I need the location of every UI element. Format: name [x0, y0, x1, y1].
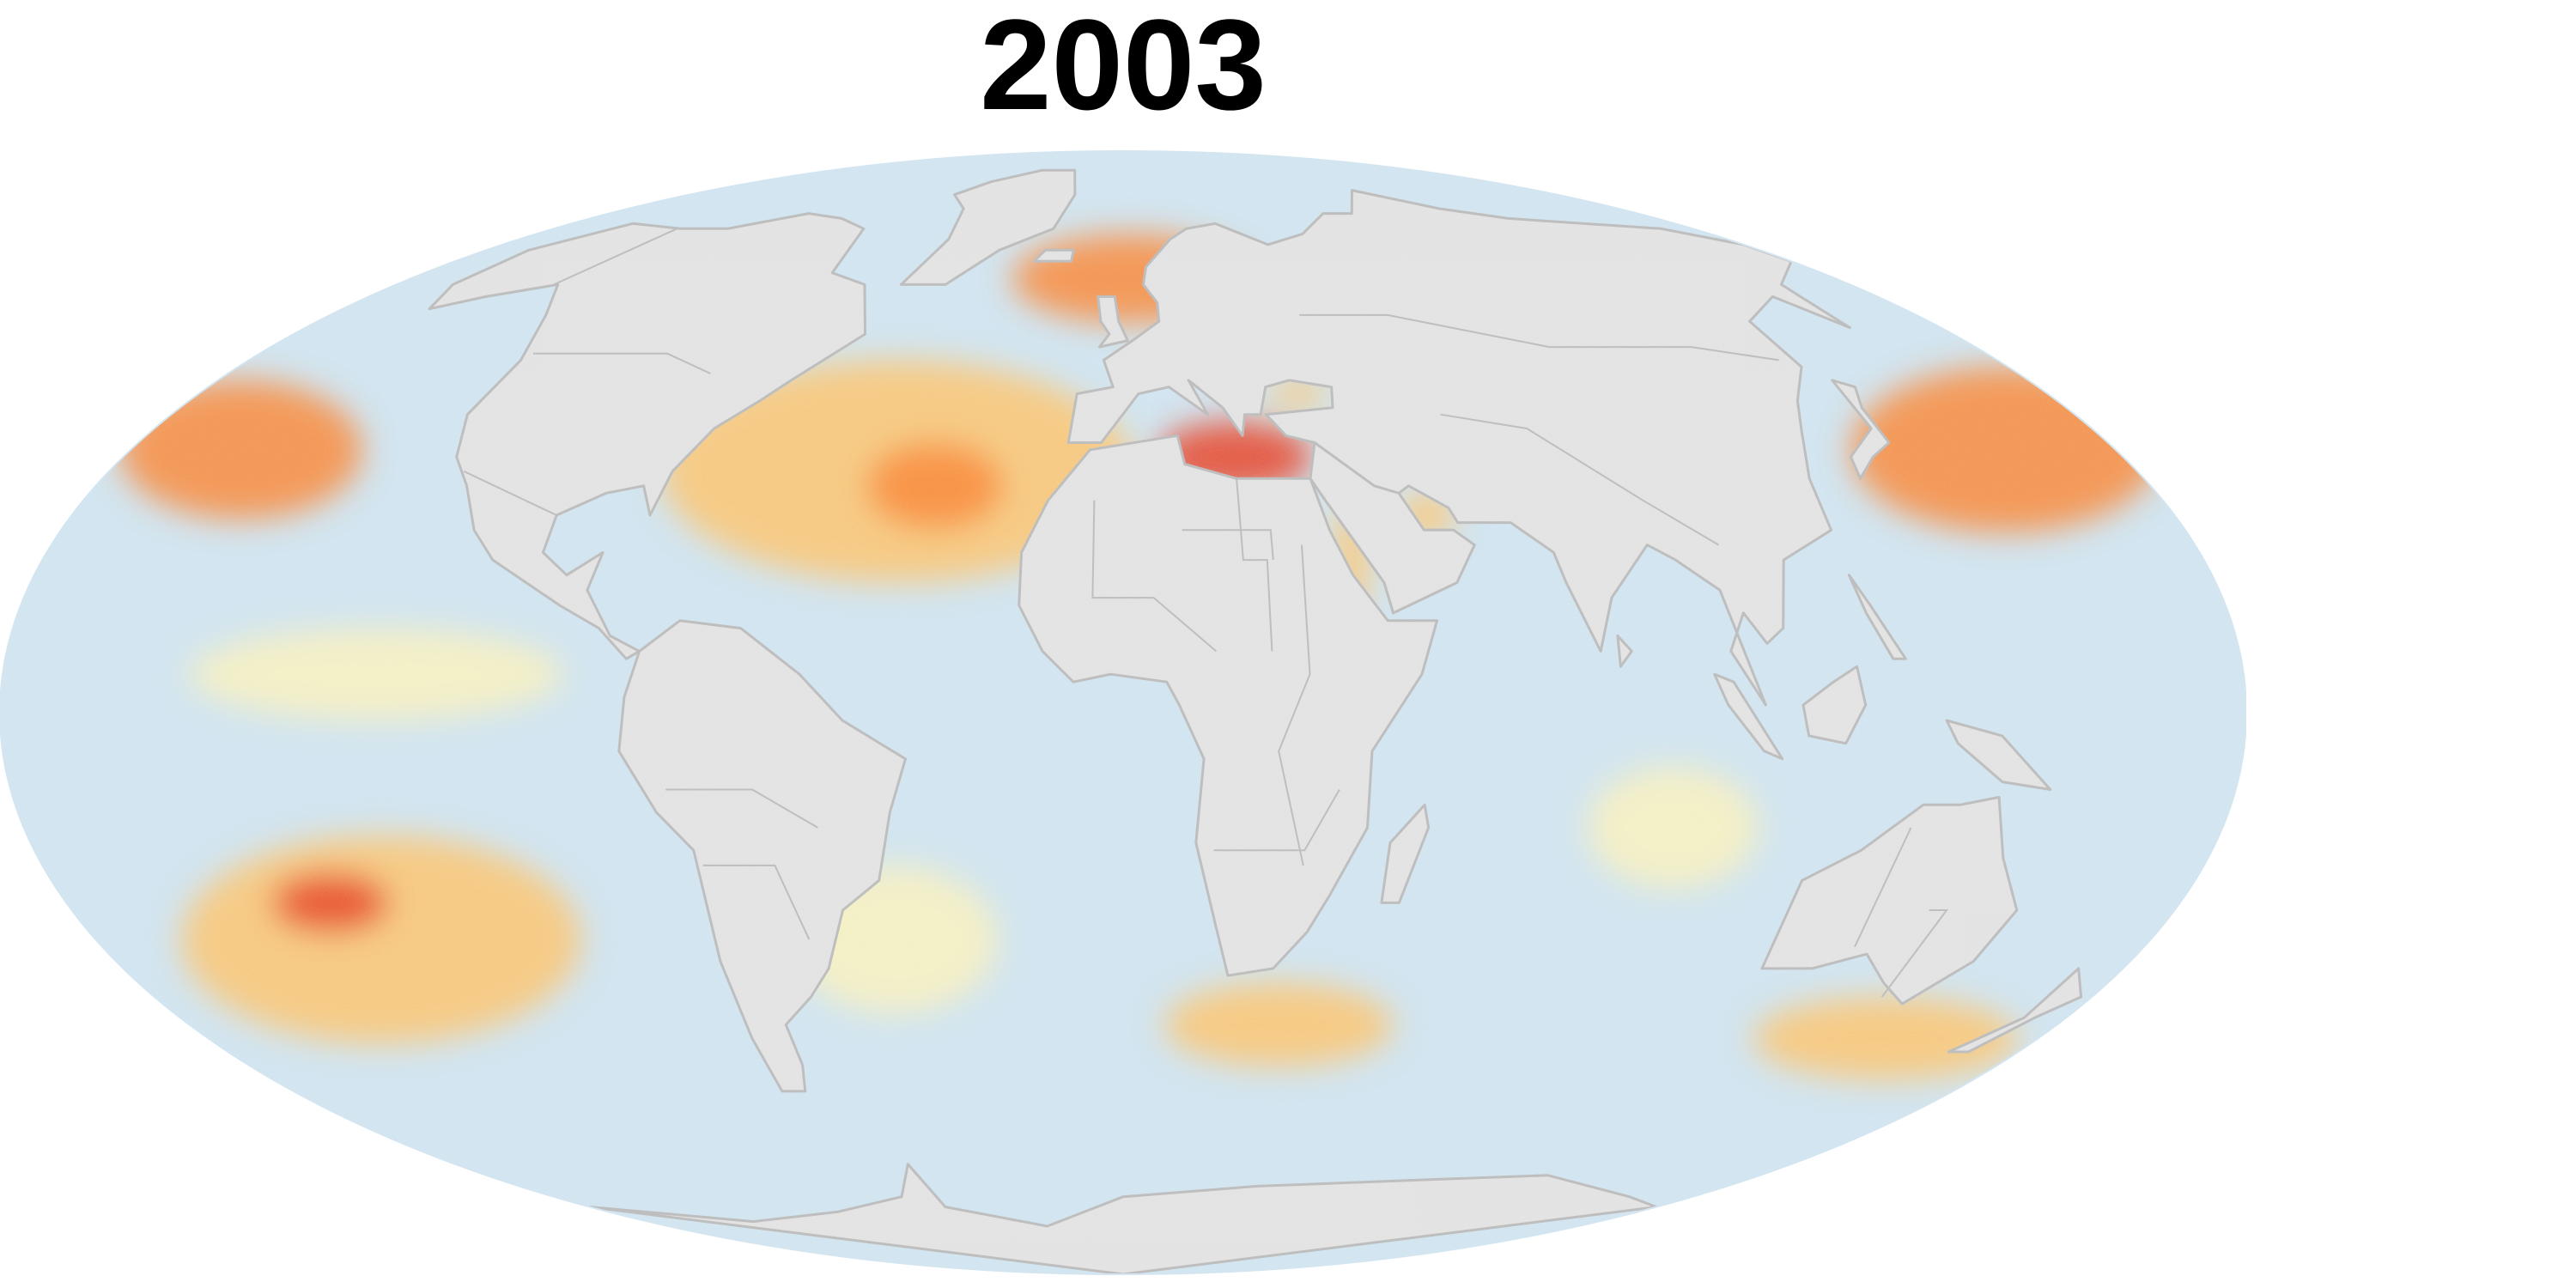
- globe-outline: [0, 150, 2246, 1275]
- speckle-texture: [0, 151, 2246, 1274]
- world-map: [0, 146, 2246, 1279]
- map-title: 2003: [980, 0, 1267, 137]
- map-svg: [0, 150, 2246, 1275]
